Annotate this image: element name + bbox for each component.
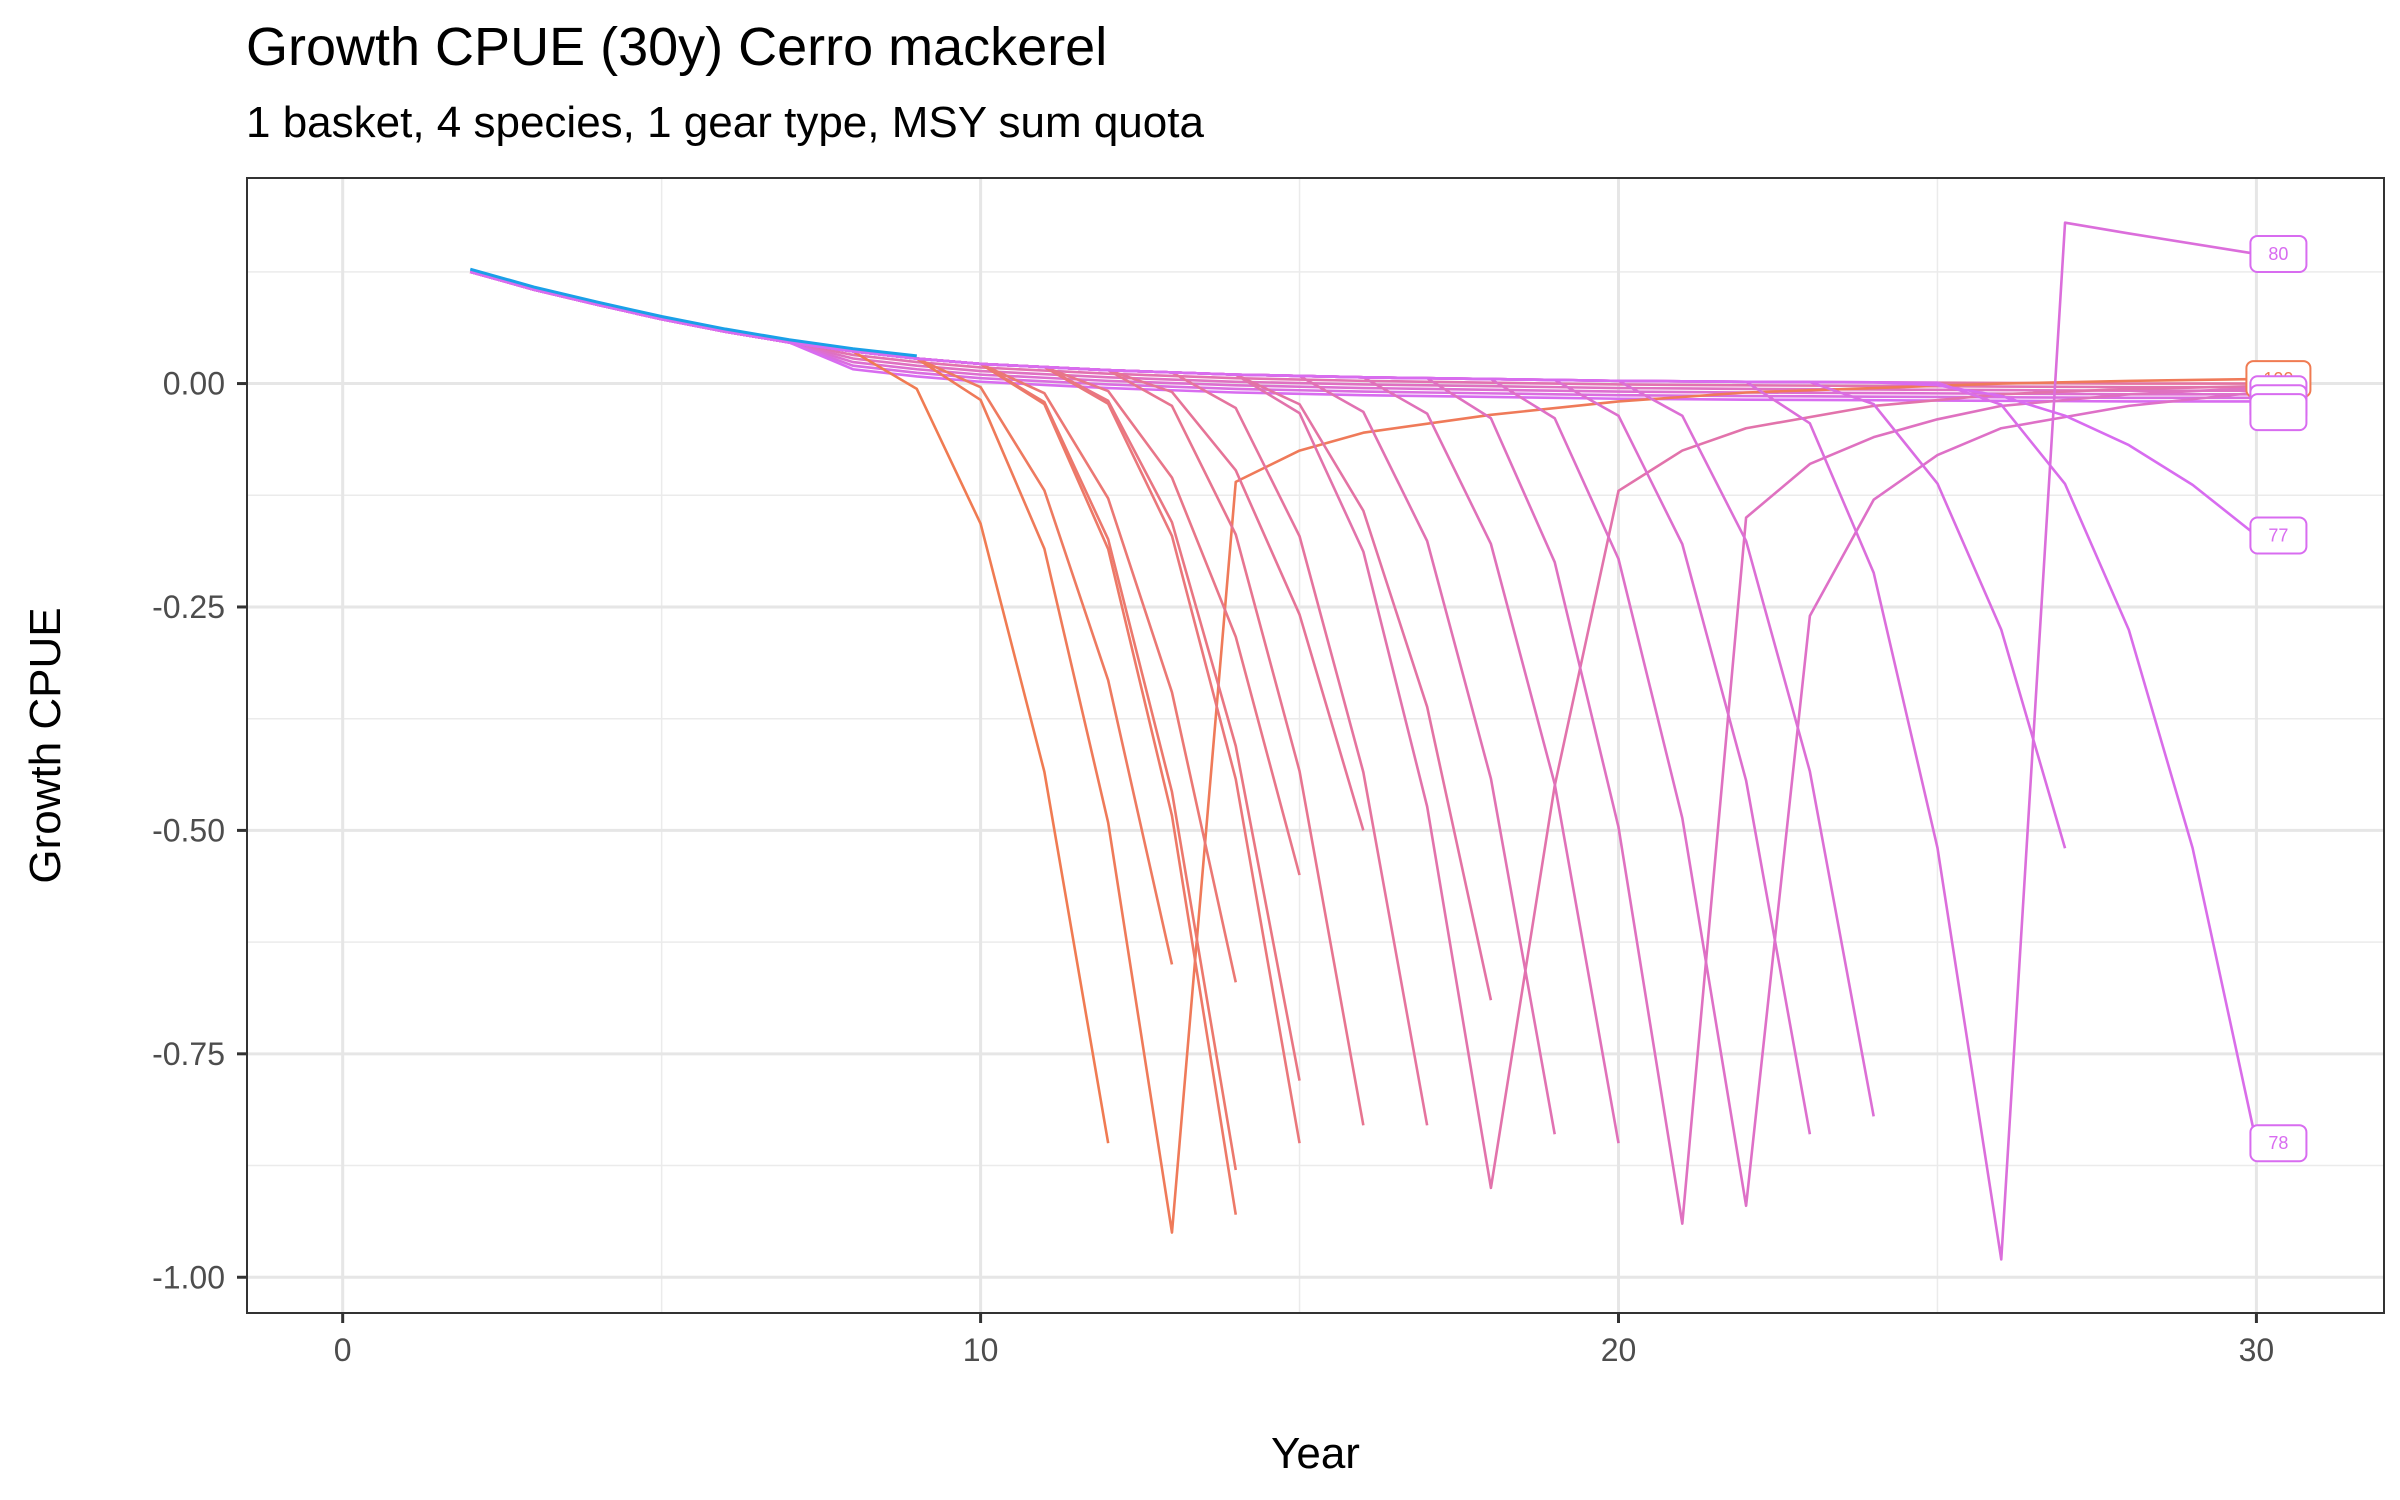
series-line: [469, 270, 1301, 1081]
series-line: [469, 270, 1238, 1215]
panel-border: [246, 177, 2385, 1314]
end-label-box: [2249, 393, 2308, 432]
x-axis-title: Year: [1271, 1429, 1360, 1478]
series-line: [469, 270, 2067, 849]
y-axis-title: Growth CPUE: [21, 607, 70, 883]
chart-subtitle: 1 basket, 4 species, 1 gear type, MSY su…: [246, 98, 1204, 147]
end-labels: 801007778: [2245, 234, 2312, 1163]
end-label-box: [2249, 516, 2308, 555]
major-gridlines: [247, 178, 2384, 1313]
x-tick-label: 20: [1601, 1332, 1637, 1368]
x-tick-label: 30: [2239, 1332, 2275, 1368]
minor-gridlines: [247, 178, 2384, 1313]
y-tick-label: -0.25: [152, 589, 225, 625]
chart-title: Growth CPUE (30y) Cerro mackerel: [246, 17, 1108, 77]
series-lines: [469, 221, 2258, 1261]
series-line-stable: [469, 270, 2257, 385]
y-axis: 0.00 -0.25 -0.50 -0.75 -1.00: [152, 366, 247, 1295]
series-line: [469, 270, 1365, 1126]
y-tick-label: 0.00: [163, 366, 225, 402]
y-tick-label: -0.50: [152, 812, 225, 848]
end-label: 78: [2268, 1133, 2288, 1153]
y-tick-label: -1.00: [152, 1259, 225, 1295]
series-line: [469, 270, 2258, 1144]
series-line: [469, 270, 1110, 1144]
series-line: [469, 270, 2257, 1234]
end-label-box: [2249, 1124, 2308, 1163]
x-tick-label: 0: [334, 1332, 352, 1368]
series-line: [469, 270, 1556, 1135]
y-tick-label: -0.75: [152, 1036, 225, 1072]
series-line: [469, 270, 2258, 537]
end-label: 77: [2268, 525, 2288, 545]
series-line-accent: [469, 267, 917, 358]
x-tick-label: 10: [963, 1332, 999, 1368]
end-label-box: [2249, 234, 2308, 273]
end-label: 80: [2268, 244, 2288, 264]
series-line-stable: [469, 270, 2257, 389]
x-axis: 0 10 20 30: [334, 1313, 2274, 1368]
